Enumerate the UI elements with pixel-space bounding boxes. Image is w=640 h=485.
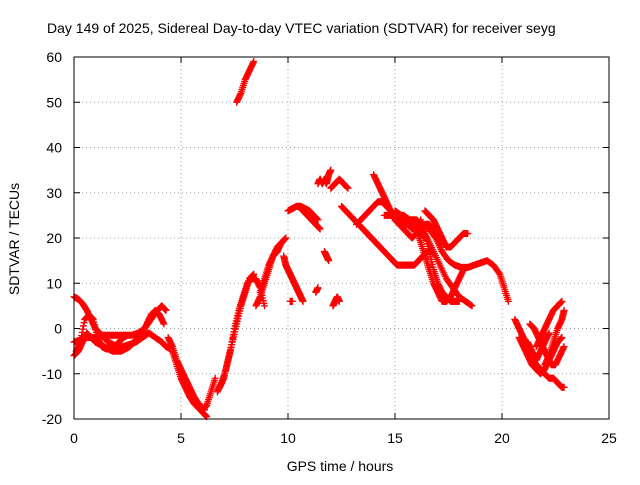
y-tick-label: 60 (46, 49, 62, 65)
y-tick-label: 0 (54, 321, 62, 337)
series-track-10 (233, 58, 258, 106)
data-point (504, 297, 512, 305)
data-point (455, 297, 463, 305)
series-track-04 (72, 311, 131, 355)
series-track-15 (295, 202, 324, 233)
series-track-28 (421, 207, 472, 251)
data-point (288, 297, 296, 305)
data-point (282, 234, 290, 242)
data-point (468, 302, 476, 310)
y-tick-label: -10 (42, 366, 62, 382)
x-axis-label: GPS time / hours (287, 458, 394, 474)
data-point (325, 257, 333, 265)
x-tick-label: 5 (177, 430, 185, 446)
series-track-20 (329, 293, 343, 310)
series-track-35 (541, 306, 568, 369)
series-track-19 (327, 175, 352, 192)
data-point (316, 225, 324, 233)
data-point (545, 329, 553, 337)
data-point (211, 374, 219, 382)
data-point (558, 297, 566, 305)
series-track-30 (286, 297, 296, 305)
y-axis-label: SDTVAR / TECUs (6, 183, 22, 295)
data-point (459, 266, 467, 274)
y-tick-label: 50 (46, 94, 62, 110)
data-point (260, 302, 268, 310)
x-tick-label: 20 (494, 430, 510, 446)
y-tick-label: 30 (46, 185, 62, 201)
x-tick-label: 25 (601, 430, 617, 446)
data-point (558, 334, 566, 342)
data-point (335, 297, 343, 305)
series-track-03 (70, 293, 174, 353)
data-point (560, 343, 568, 351)
series-track-25 (380, 211, 512, 305)
data-point (560, 306, 568, 314)
series-track-29 (417, 216, 463, 305)
series-track-18 (312, 284, 322, 296)
y-tick-label: 40 (46, 140, 62, 156)
series-track-32 (515, 334, 566, 378)
series-track-17 (320, 248, 333, 265)
series-track-14 (284, 202, 322, 224)
series-track-36 (524, 329, 553, 364)
x-tick-label: 0 (70, 430, 78, 446)
series-track-12 (256, 234, 290, 296)
series-track-09 (216, 270, 258, 391)
y-tick-label: 20 (46, 230, 62, 246)
series-track-07 (177, 374, 219, 414)
data-point (314, 284, 322, 292)
data-point (162, 306, 170, 314)
data-point (344, 184, 352, 192)
series-track-16 (314, 166, 335, 188)
data-point (250, 270, 258, 278)
data-point (464, 229, 472, 237)
series-track-13 (280, 252, 307, 305)
data-point (327, 166, 335, 174)
tick-layer: 0 5 10 15 20 25 -20 -10 0 10 20 30 40 50 60 (42, 49, 617, 446)
data-point (160, 320, 168, 328)
series-track-34 (532, 297, 566, 351)
data-layer (70, 58, 568, 421)
data-point (299, 297, 307, 305)
data-point-fill (495, 269, 503, 277)
y-tick-label: -20 (42, 411, 62, 427)
data-point (250, 58, 258, 66)
x-tick-label: 15 (387, 430, 403, 446)
x-tick-label: 10 (280, 430, 296, 446)
data-point (124, 331, 131, 339)
chart-title: Day 149 of 2025, Sidereal Day-to-day VTE… (47, 20, 556, 36)
data-point (560, 383, 568, 391)
y-tick-label: 10 (46, 275, 62, 291)
